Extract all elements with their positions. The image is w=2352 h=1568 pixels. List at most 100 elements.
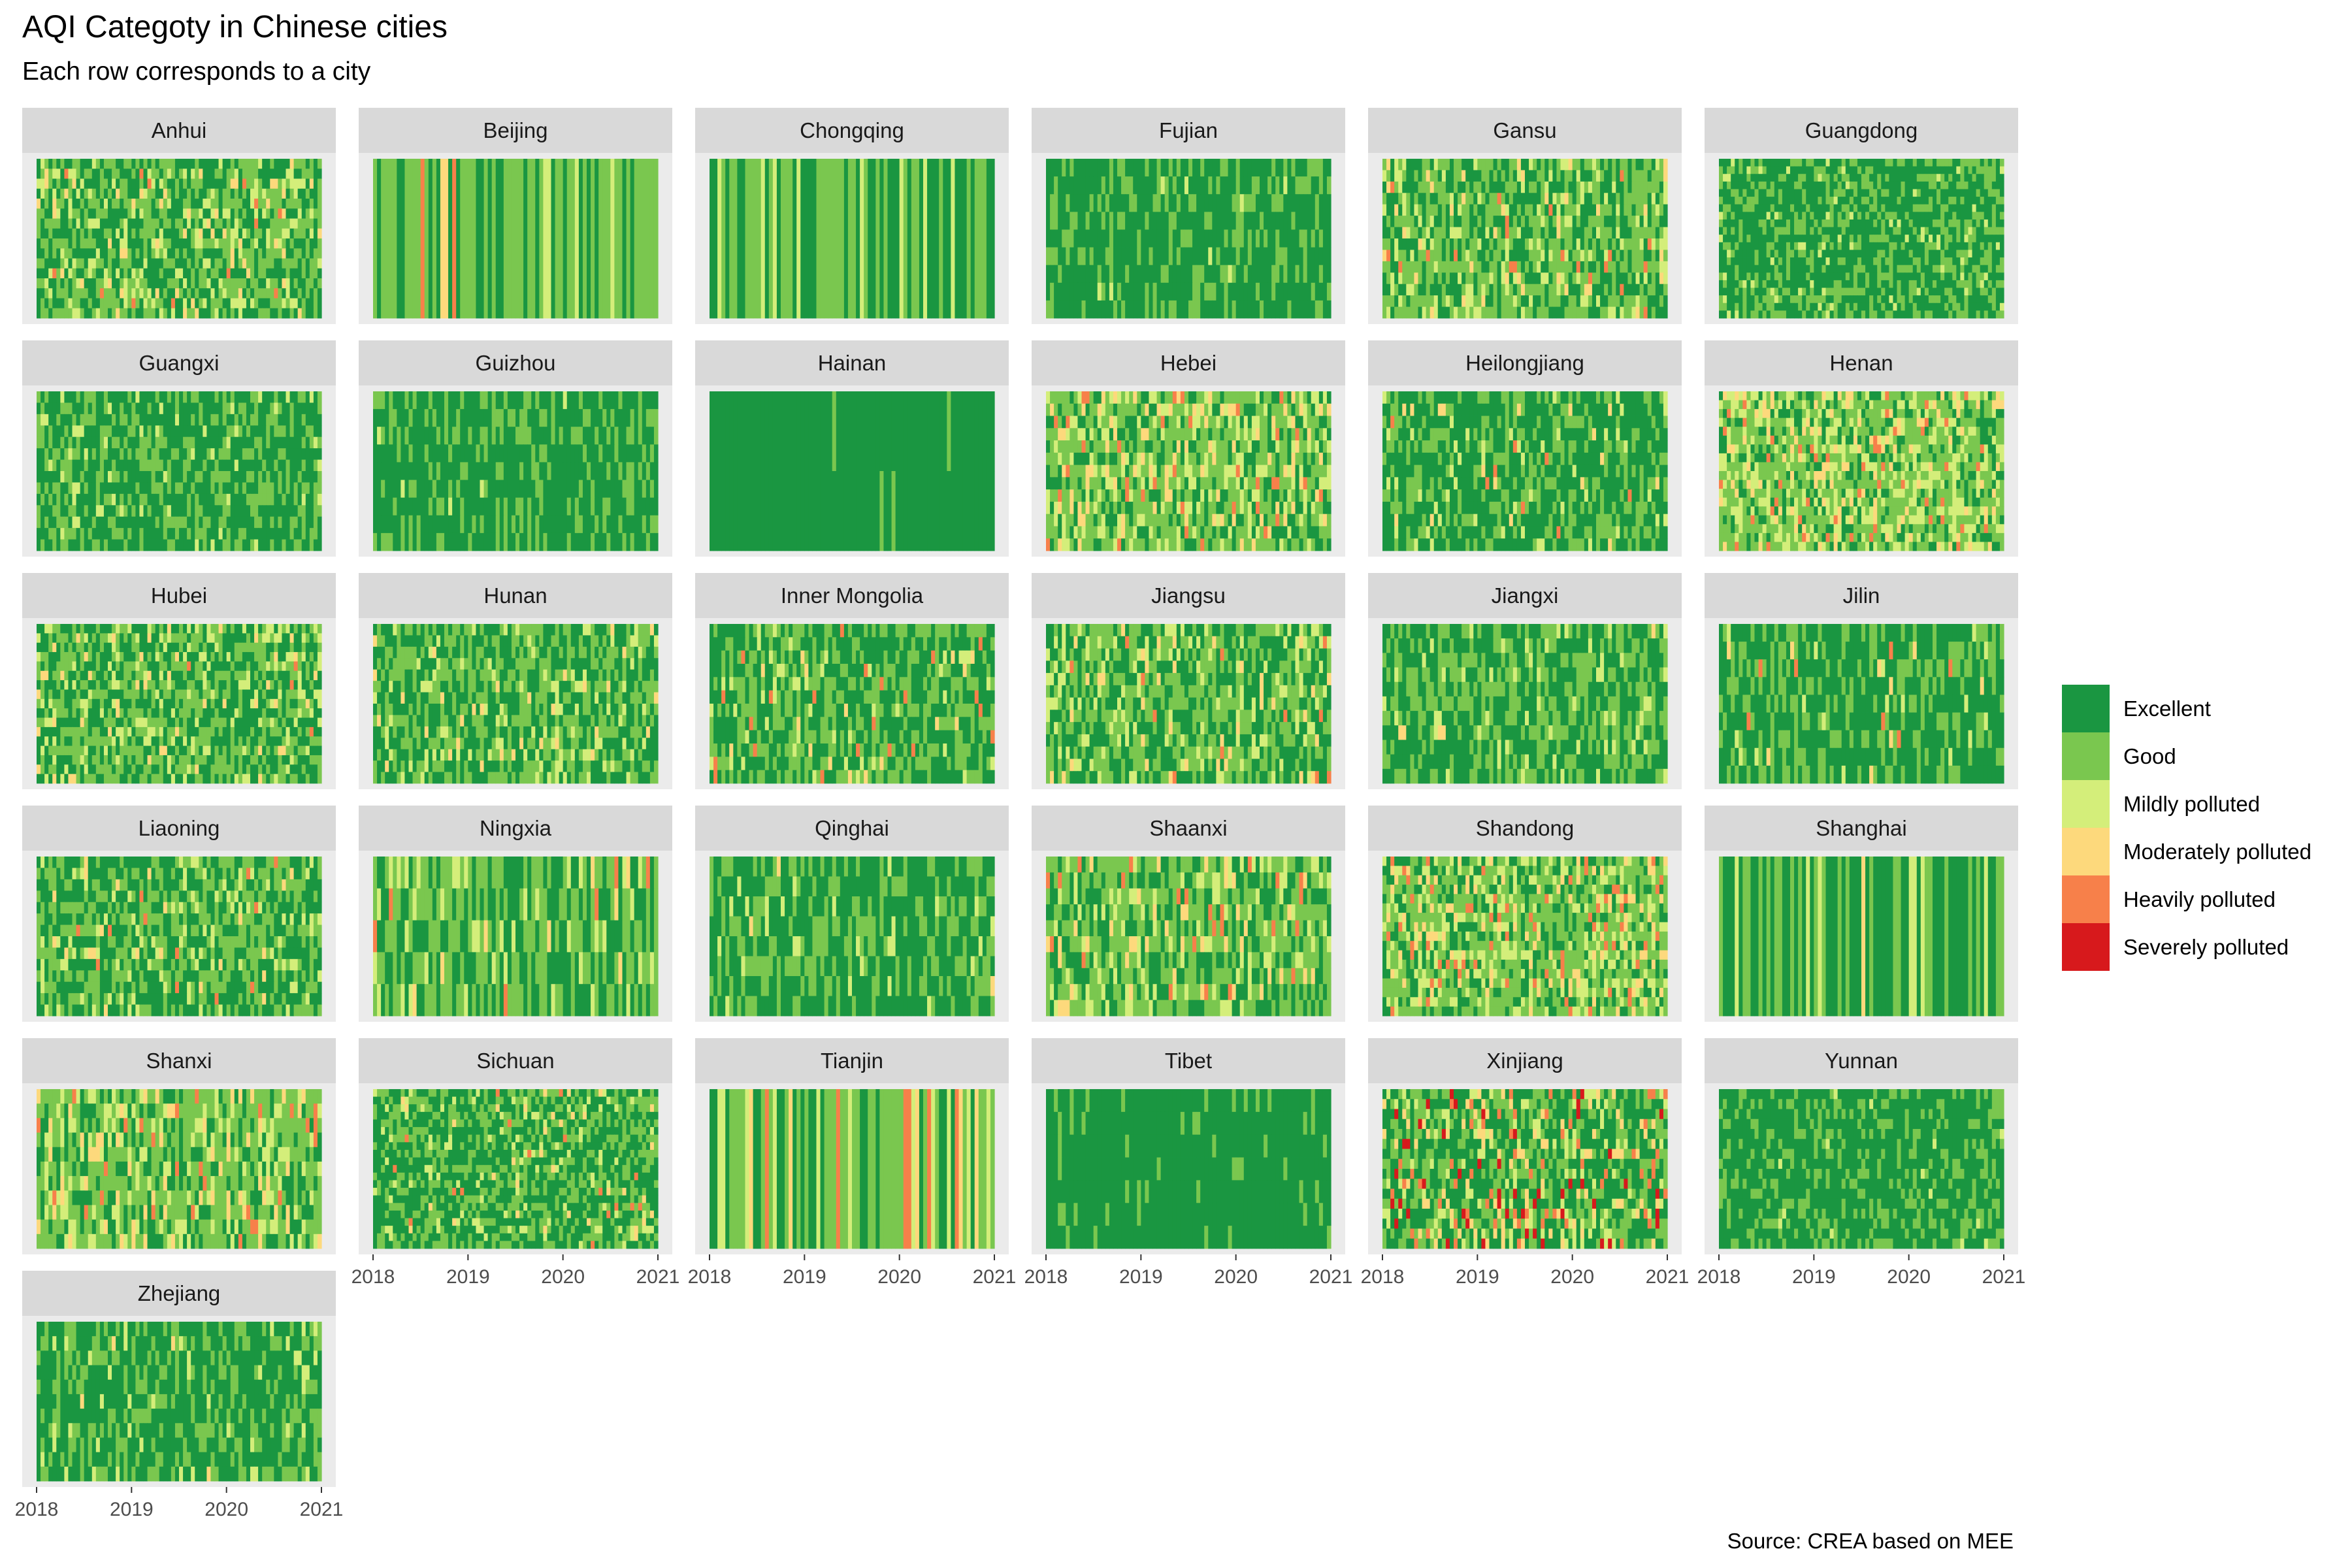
aqi-cell [139,448,144,460]
aqi-cell [139,258,144,269]
aqi-cell [289,425,295,438]
aqi-cell [1204,212,1209,230]
aqi-cell [293,436,299,449]
aqi-cell [1920,174,1925,182]
aqi-cell [139,414,144,426]
aqi-cell [274,448,278,460]
aqi-cell [1857,235,1862,243]
aqi-cell [1647,306,1652,319]
aqi-cell [230,308,235,319]
aqi-cell [1727,174,1731,182]
aqi-cell [112,414,116,426]
aqi-cell [1608,193,1612,205]
aqi-cell [1295,229,1300,248]
aqi-cell [1512,204,1518,216]
aqi-cell [1798,265,1803,273]
aqi-cell [1635,227,1641,239]
aqi-cell [1940,310,1945,319]
aqi-cell [1984,181,1989,189]
aqi-cell [1968,250,1973,258]
aqi-cell [1516,272,1522,285]
aqi-cell [1133,194,1137,212]
aqi-cell [1548,204,1553,216]
aqi-cell [1239,212,1245,230]
aqi-cell [1742,235,1747,243]
aqi-cell [1976,174,1981,182]
aqi-cell [1750,302,1756,311]
aqi-cell [1627,181,1633,193]
aqi-cell [1247,159,1252,177]
aqi-cell [1624,170,1629,182]
aqi-cell [614,159,619,319]
aqi-cell [1746,219,1752,227]
aqi-cell [250,402,255,415]
aqi-cell [1560,250,1565,262]
aqi-cell [1928,295,1933,304]
city-row-guangxi [37,436,322,449]
aqi-cell [1520,284,1526,296]
aqi-cell [789,159,793,319]
aqi-cell [630,159,635,319]
aqi-cell [1889,310,1894,319]
aqi-cell [1885,219,1889,227]
aqi-cell [155,425,160,438]
aqi-cell [1493,284,1498,296]
aqi-cell [1133,229,1137,248]
aqi-cell [112,298,116,309]
aqi-cell [1264,229,1268,248]
aqi-cell [1552,261,1558,273]
aqi-cell [1976,181,1981,189]
aqi-cell [1877,257,1882,266]
aqi-cell [226,391,231,403]
aqi-cell [72,448,77,460]
aqi-cell [210,448,216,460]
aqi-cell [1647,204,1652,216]
aqi-cell [749,159,754,319]
aqi-cell [1821,242,1827,250]
aqi-cell [966,159,972,319]
aqi-cell [1572,306,1577,319]
aqi-cell [1758,272,1763,281]
aqi-cell [103,436,108,449]
aqi-cell [120,436,124,449]
aqi-cell [1054,300,1058,319]
aqi-cell [99,268,105,279]
aqi-cell [792,159,797,319]
aqi-cell [1861,197,1866,205]
aqi-cell [1243,247,1249,266]
aqi-cell [313,188,318,199]
aqi-cell [1908,189,1914,197]
aqi-cell [1916,272,1921,281]
aqi-cell [103,208,108,219]
aqi-cell [1544,204,1549,216]
aqi-cell [1802,265,1806,273]
aqi-cell [1944,159,1949,167]
aqi-cell [1964,295,1969,304]
aqi-cell [626,159,631,319]
aqi-cell [1449,159,1454,171]
aqi-cell [1885,204,1889,212]
aqi-cell [1481,238,1486,250]
aqi-cell [1441,193,1446,205]
aqi-cell [151,308,156,319]
aqi-cell [1172,247,1177,266]
aqi-cell [1410,306,1415,319]
aqi-cell [103,298,108,309]
aqi-cell [1655,227,1660,239]
aqi-cell [1449,261,1454,273]
aqi-cell [1904,204,1910,212]
aqi-cell [135,159,140,169]
aqi-cell [1798,204,1803,212]
aqi-cell [1873,265,1878,273]
aqi-cell [1556,250,1561,262]
aqi-cell [1125,176,1130,195]
aqi-cell [1275,176,1280,195]
aqi-cell [1806,197,1810,205]
aqi-cell [1651,227,1656,239]
aqi-cell [1999,280,2004,288]
aqi-cell [1050,282,1054,301]
aqi-cell [195,248,199,259]
aqi-cell [1825,166,1831,174]
aqi-cell [1766,302,1771,311]
aqi-cell [1897,235,1902,243]
